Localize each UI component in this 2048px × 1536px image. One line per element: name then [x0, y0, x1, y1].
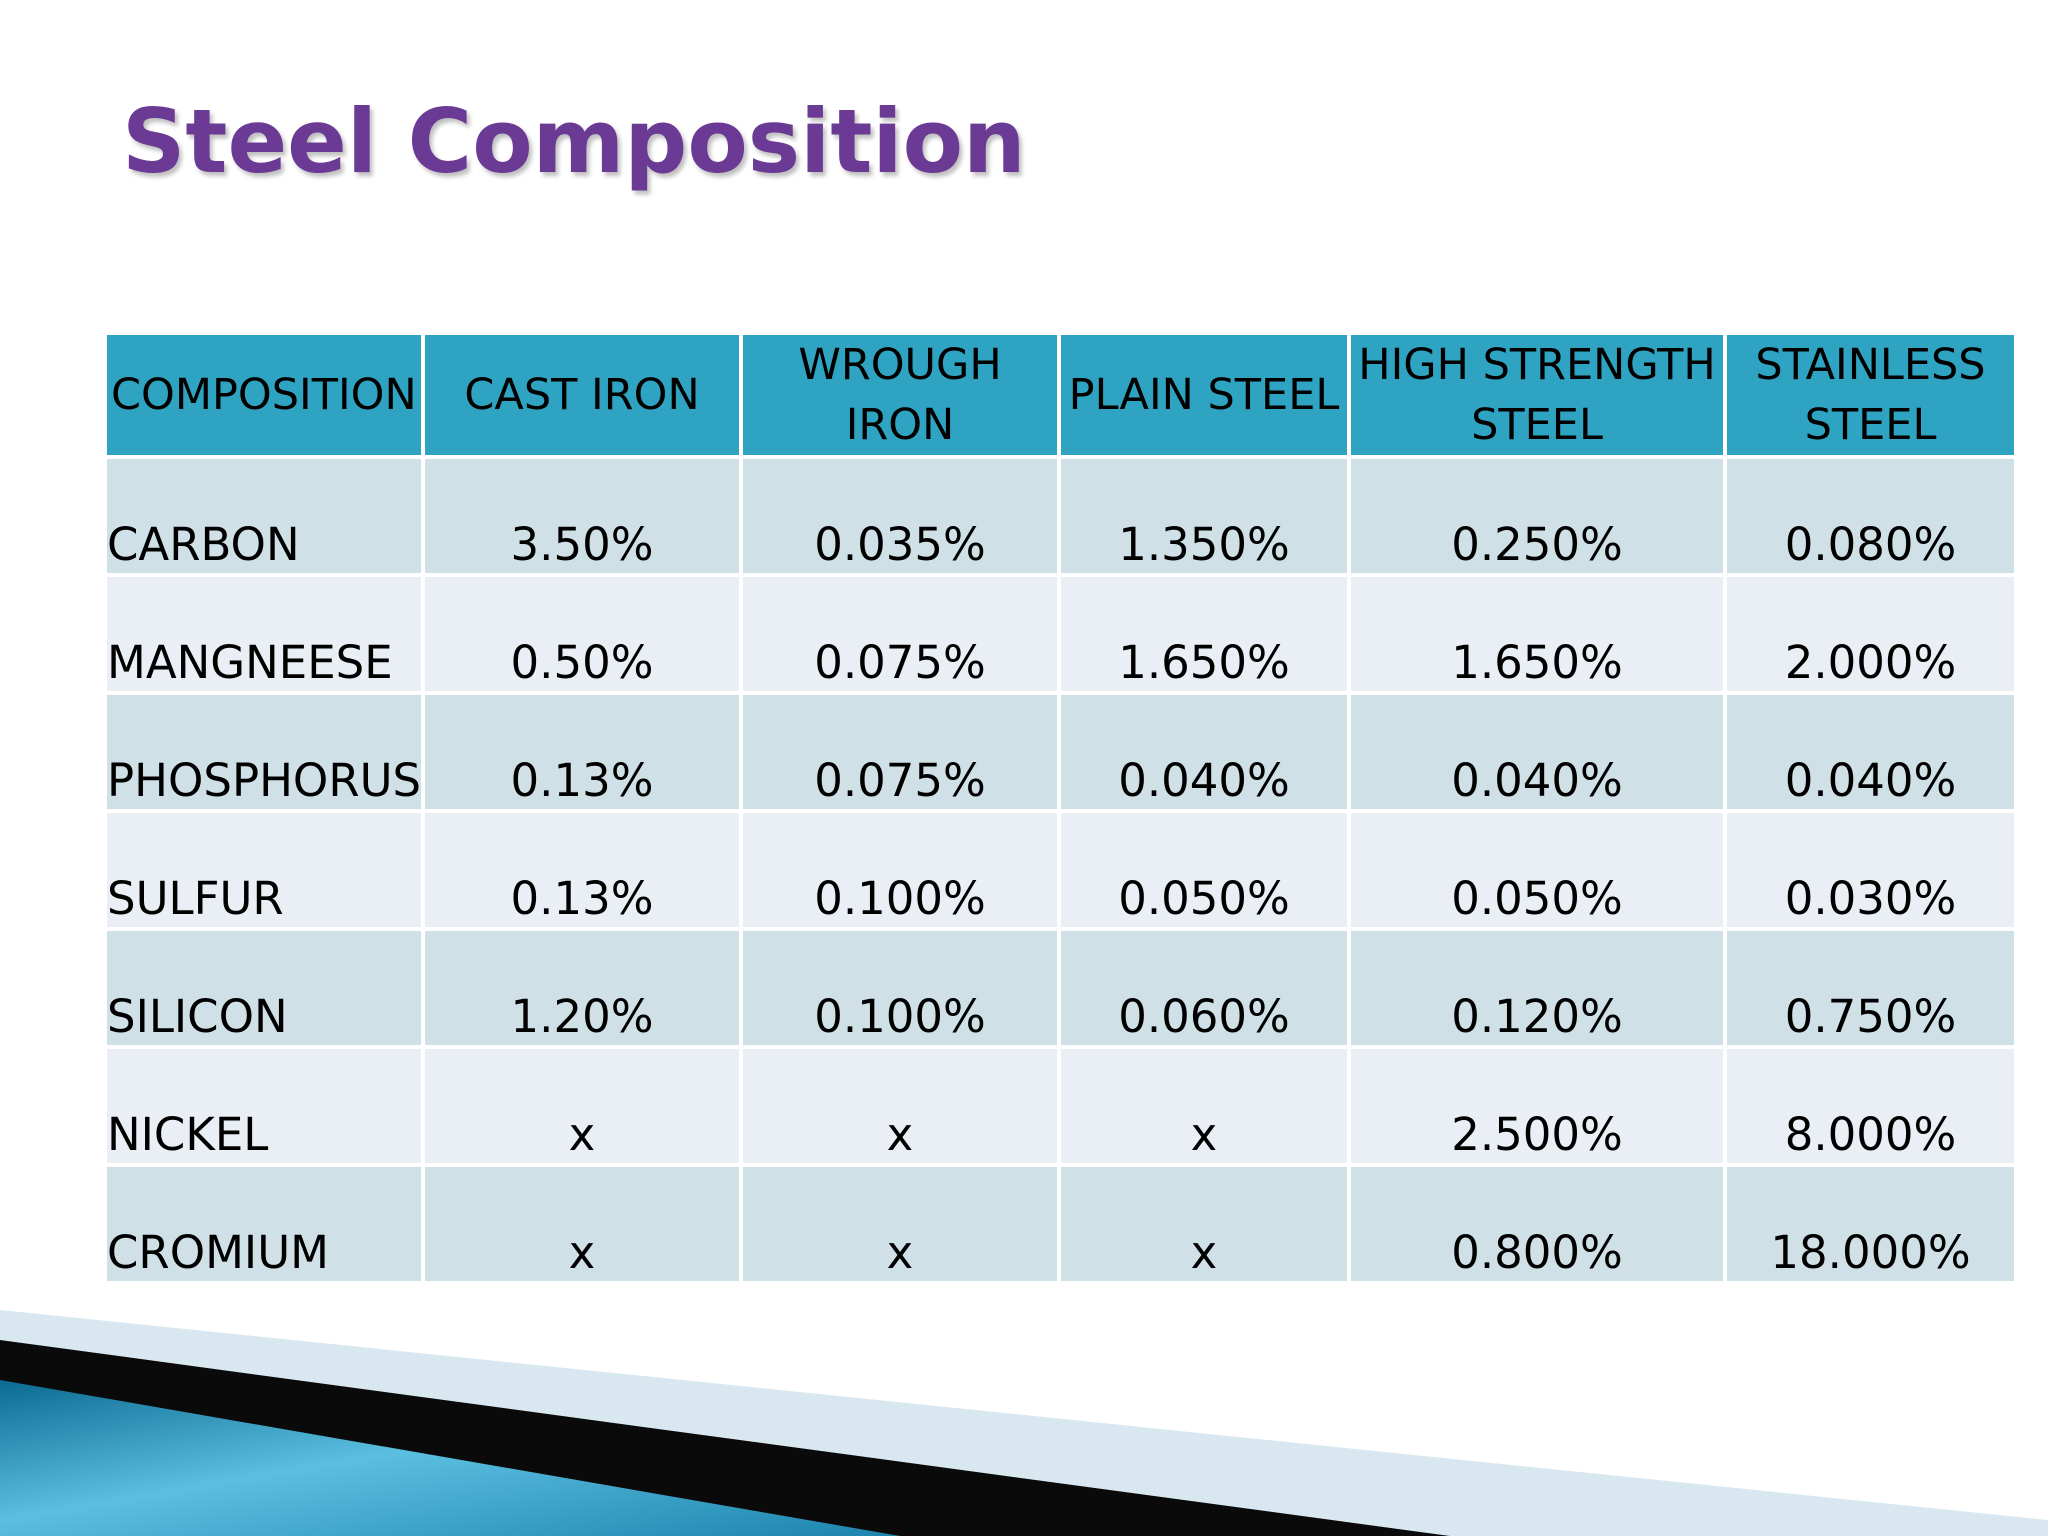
table-cell: x — [739, 1045, 1061, 1167]
table-cell: 0.030% — [1723, 809, 2018, 931]
column-header: CAST IRON — [421, 331, 743, 459]
table-header-row: COMPOSITION CAST IRON WROUGH IRON PLAIN … — [103, 331, 2018, 459]
table-row: SULFUR 0.13% 0.100% 0.050% 0.050% 0.030% — [103, 809, 2018, 931]
table-cell: 0.080% — [1723, 455, 2018, 577]
table-cell: x — [421, 1163, 743, 1285]
table-row: SILICON 1.20% 0.100% 0.060% 0.120% 0.750… — [103, 927, 2018, 1049]
row-label: CARBON — [103, 455, 425, 577]
table-cell: 0.050% — [1057, 809, 1351, 931]
row-label: MANGNEESE — [103, 573, 425, 695]
table-cell: 0.040% — [1057, 691, 1351, 813]
table-cell: x — [739, 1163, 1061, 1285]
table-cell: 8.000% — [1723, 1045, 2018, 1167]
column-header: WROUGH IRON — [739, 331, 1061, 459]
blue-swoosh-shape — [0, 1380, 900, 1536]
table-cell: 0.060% — [1057, 927, 1351, 1049]
row-label: NICKEL — [103, 1045, 425, 1167]
table-row: NICKEL x x x 2.500% 8.000% — [103, 1045, 2018, 1167]
table-cell: 0.800% — [1347, 1163, 1727, 1285]
table-cell: 0.075% — [739, 573, 1061, 695]
table-cell: 18.000% — [1723, 1163, 2018, 1285]
table-cell: 0.100% — [739, 927, 1061, 1049]
table-cell: x — [1057, 1163, 1351, 1285]
table-cell: 3.50% — [421, 455, 743, 577]
column-header: STAINLESS STEEL — [1723, 331, 2018, 459]
table-cell: 1.650% — [1347, 573, 1727, 695]
table-cell: 1.650% — [1057, 573, 1351, 695]
table-cell: 1.20% — [421, 927, 743, 1049]
table-cell: 0.50% — [421, 573, 743, 695]
table-cell: 0.035% — [739, 455, 1061, 577]
row-label: PHOSPHORUS — [103, 691, 425, 813]
table-cell: 0.050% — [1347, 809, 1727, 931]
table-row: MANGNEESE 0.50% 0.075% 1.650% 1.650% 2.0… — [103, 573, 2018, 695]
table-cell: 0.13% — [421, 809, 743, 931]
table-cell: 2.500% — [1347, 1045, 1727, 1167]
table-cell: 0.13% — [421, 691, 743, 813]
slide-title: Steel Composition — [122, 90, 1026, 193]
black-swoosh-shape — [0, 1340, 1450, 1536]
column-header: COMPOSITION — [103, 331, 425, 459]
table-cell: 0.040% — [1347, 691, 1727, 813]
table-cell: 0.250% — [1347, 455, 1727, 577]
table-cell: 0.075% — [739, 691, 1061, 813]
table-cell: x — [1057, 1045, 1351, 1167]
column-header: HIGH STRENGTH STEEL — [1347, 331, 1727, 459]
table-row: PHOSPHORUS 0.13% 0.075% 0.040% 0.040% 0.… — [103, 691, 2018, 813]
row-label: CROMIUM — [103, 1163, 425, 1285]
table-cell: 1.350% — [1057, 455, 1351, 577]
table-cell: 0.750% — [1723, 927, 2018, 1049]
table-cell: 0.120% — [1347, 927, 1727, 1049]
table-row: CARBON 3.50% 0.035% 1.350% 0.250% 0.080% — [103, 455, 2018, 577]
row-label: SILICON — [103, 927, 425, 1049]
table-row: CROMIUM x x x 0.800% 18.000% — [103, 1163, 2018, 1285]
table-cell: x — [421, 1045, 743, 1167]
composition-table: COMPOSITION CAST IRON WROUGH IRON PLAIN … — [103, 331, 2018, 1285]
table-cell: 0.040% — [1723, 691, 2018, 813]
slide-corner-decoration — [0, 1310, 2048, 1536]
row-label: SULFUR — [103, 809, 425, 931]
column-header: PLAIN STEEL — [1057, 331, 1351, 459]
table-cell: 0.100% — [739, 809, 1061, 931]
table-cell: 2.000% — [1723, 573, 2018, 695]
